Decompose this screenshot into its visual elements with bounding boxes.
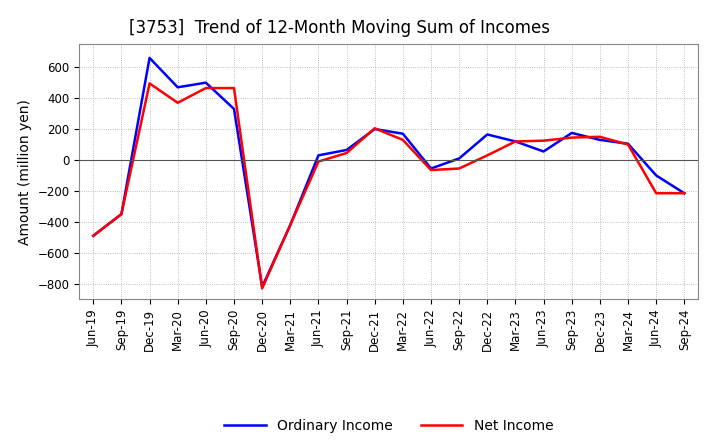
Net Income [595, 134, 604, 139]
Y-axis label: Amount (million yen): Amount (million yen) [18, 99, 32, 245]
Net Income [117, 212, 126, 217]
Net Income [202, 85, 210, 91]
Ordinary Income [230, 106, 238, 112]
Net Income [370, 126, 379, 131]
Net Income [145, 81, 154, 86]
Ordinary Income [511, 139, 520, 144]
Ordinary Income [595, 137, 604, 143]
Net Income [652, 191, 660, 196]
Line: Net Income: Net Income [94, 84, 684, 288]
Ordinary Income [567, 130, 576, 136]
Ordinary Income [202, 80, 210, 85]
Net Income [624, 142, 632, 147]
Ordinary Income [145, 55, 154, 61]
Net Income [427, 167, 436, 172]
Ordinary Income [342, 147, 351, 153]
Net Income [483, 153, 492, 158]
Ordinary Income [652, 173, 660, 178]
Ordinary Income [174, 84, 182, 90]
Net Income [342, 150, 351, 156]
Ordinary Income [258, 284, 266, 290]
Ordinary Income [89, 233, 98, 238]
Net Income [258, 286, 266, 291]
Ordinary Income [117, 212, 126, 217]
Ordinary Income [314, 153, 323, 158]
Net Income [399, 137, 408, 143]
Net Income [314, 159, 323, 164]
Net Income [680, 191, 688, 196]
Ordinary Income [455, 156, 464, 161]
Net Income [455, 166, 464, 171]
Net Income [174, 100, 182, 106]
Ordinary Income [680, 191, 688, 196]
Net Income [286, 222, 294, 227]
Ordinary Income [427, 166, 436, 171]
Net Income [539, 138, 548, 143]
Ordinary Income [539, 149, 548, 154]
Legend: Ordinary Income, Net Income: Ordinary Income, Net Income [219, 413, 559, 438]
Net Income [89, 233, 98, 238]
Net Income [511, 139, 520, 144]
Ordinary Income [370, 126, 379, 132]
Ordinary Income [286, 222, 294, 227]
Ordinary Income [399, 131, 408, 136]
Net Income [567, 135, 576, 140]
Text: [3753]  Trend of 12-Month Moving Sum of Incomes: [3753] Trend of 12-Month Moving Sum of I… [129, 19, 550, 37]
Line: Ordinary Income: Ordinary Income [94, 58, 684, 287]
Net Income [230, 85, 238, 91]
Ordinary Income [483, 132, 492, 137]
Ordinary Income [624, 141, 632, 147]
